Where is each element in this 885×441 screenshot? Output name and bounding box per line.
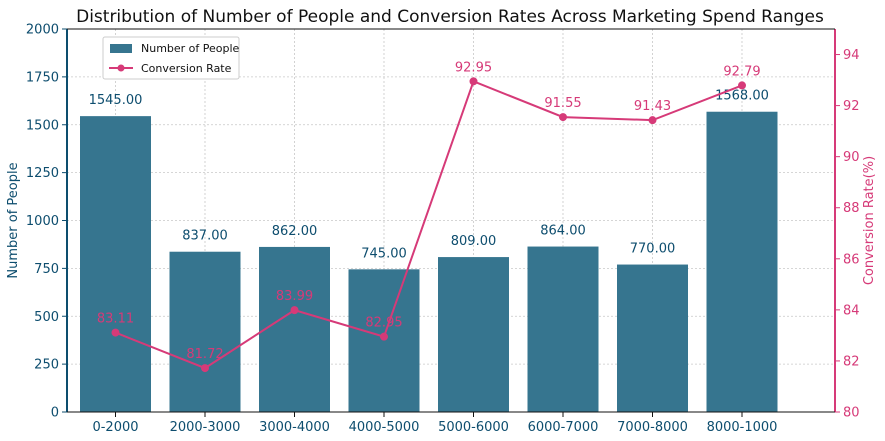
- conversion-rate-label: 83.99: [276, 289, 313, 304]
- axes-layer: 0 250 500 750 1000 1250 1500 1750 2000 80 82 84 86 88…: [6, 23, 877, 436]
- line-layer: 83.11 81.72 83.99 82.95 92.95 91.55 91.43 92.79: [97, 60, 761, 373]
- y-right-tick-label: 88: [843, 201, 860, 216]
- x-tick-label: 3000-4000: [259, 420, 330, 435]
- legend-swatch-marker: [117, 64, 125, 72]
- bar-value-label: 837.00: [182, 229, 228, 244]
- conversion-rate-point: [380, 332, 388, 341]
- y-right-tick-label: 92: [843, 99, 860, 114]
- bar-value-label: 864.00: [540, 224, 586, 239]
- y-left-tick-label: 250: [34, 358, 59, 373]
- y-left-tick-label: 1500: [26, 118, 59, 133]
- bar: [617, 264, 688, 412]
- legend-label-line: Conversion Rate: [141, 62, 232, 75]
- conversion-rate-point: [201, 364, 209, 373]
- bar-value-label: 862.00: [272, 224, 318, 239]
- y-right-tick-label: 94: [843, 48, 860, 63]
- y-right-tick-label: 80: [843, 406, 860, 421]
- bar-value-label: 1545.00: [89, 93, 143, 108]
- x-tick-label: 4000-5000: [349, 420, 420, 435]
- legend-label-bars: Number of People: [141, 42, 240, 55]
- bar-value-label: 745.00: [361, 246, 407, 261]
- y-left-tick-label: 1000: [26, 214, 59, 229]
- y-left-tick-label: 500: [34, 310, 59, 325]
- conversion-rate-label: 82.95: [365, 316, 402, 331]
- bar: [527, 246, 599, 412]
- x-tick-label: 5000-6000: [438, 420, 509, 435]
- conversion-rate-line: [115, 80, 743, 370]
- bar-value-label: 770.00: [630, 242, 676, 257]
- conversion-rate-point: [469, 77, 478, 86]
- x-tick-label: 6000-7000: [528, 420, 599, 435]
- bar-value-label: 1568.00: [715, 89, 769, 104]
- conversion-rate-label: 91.55: [544, 96, 581, 111]
- x-tick-label: 7000-8000: [617, 420, 688, 435]
- y-left-tick-label: 0: [51, 406, 59, 421]
- conversion-rate-point: [738, 81, 746, 90]
- legend-box: [102, 36, 240, 80]
- y-right-axis-label: Conversion Rate(%): [862, 156, 877, 285]
- x-tick-label: 2000-3000: [170, 420, 241, 435]
- conversion-rate-label: 81.72: [186, 347, 223, 362]
- legend-swatch-bars: [110, 44, 132, 53]
- x-tick-label: 8000-1000: [707, 420, 778, 435]
- y-left-tick-label: 750: [34, 262, 59, 277]
- y-right-tick-label: 86: [843, 252, 860, 267]
- y-left-axis-label: Number of People: [6, 162, 21, 278]
- bar: [259, 246, 330, 412]
- y-right-tick-label: 90: [843, 150, 860, 165]
- bar: [438, 257, 509, 412]
- conversion-rate-point: [290, 306, 299, 315]
- conversion-rate-point: [648, 116, 657, 125]
- y-left-tick-label: 2000: [26, 23, 59, 38]
- conversion-rate-point: [559, 113, 567, 122]
- x-tick-label: 0-2000: [92, 420, 138, 435]
- bar: [80, 116, 151, 412]
- y-right-tick-label: 84: [843, 303, 860, 318]
- conversion-rate-label: 92.79: [723, 64, 760, 79]
- bar: [706, 111, 778, 412]
- conversion-rate-point: [111, 328, 120, 337]
- conversion-rate-label: 83.11: [97, 312, 134, 327]
- legend: Number of People Conversion Rate: [102, 36, 240, 80]
- bar-value-label: 809.00: [451, 234, 497, 249]
- bar-layer: 1545.00 837.00 862.00 745.00 809.00 864.00 770…: [80, 89, 778, 412]
- y-left-tick-label: 1750: [26, 70, 59, 85]
- y-left-tick-label: 1250: [26, 166, 59, 181]
- chart-title: Distribution of Number of People and Con…: [76, 7, 824, 27]
- bar: [169, 251, 241, 412]
- y-right-tick-label: 82: [843, 354, 860, 369]
- conversion-rate-label: 91.43: [634, 99, 671, 114]
- conversion-rate-label: 92.95: [455, 60, 492, 75]
